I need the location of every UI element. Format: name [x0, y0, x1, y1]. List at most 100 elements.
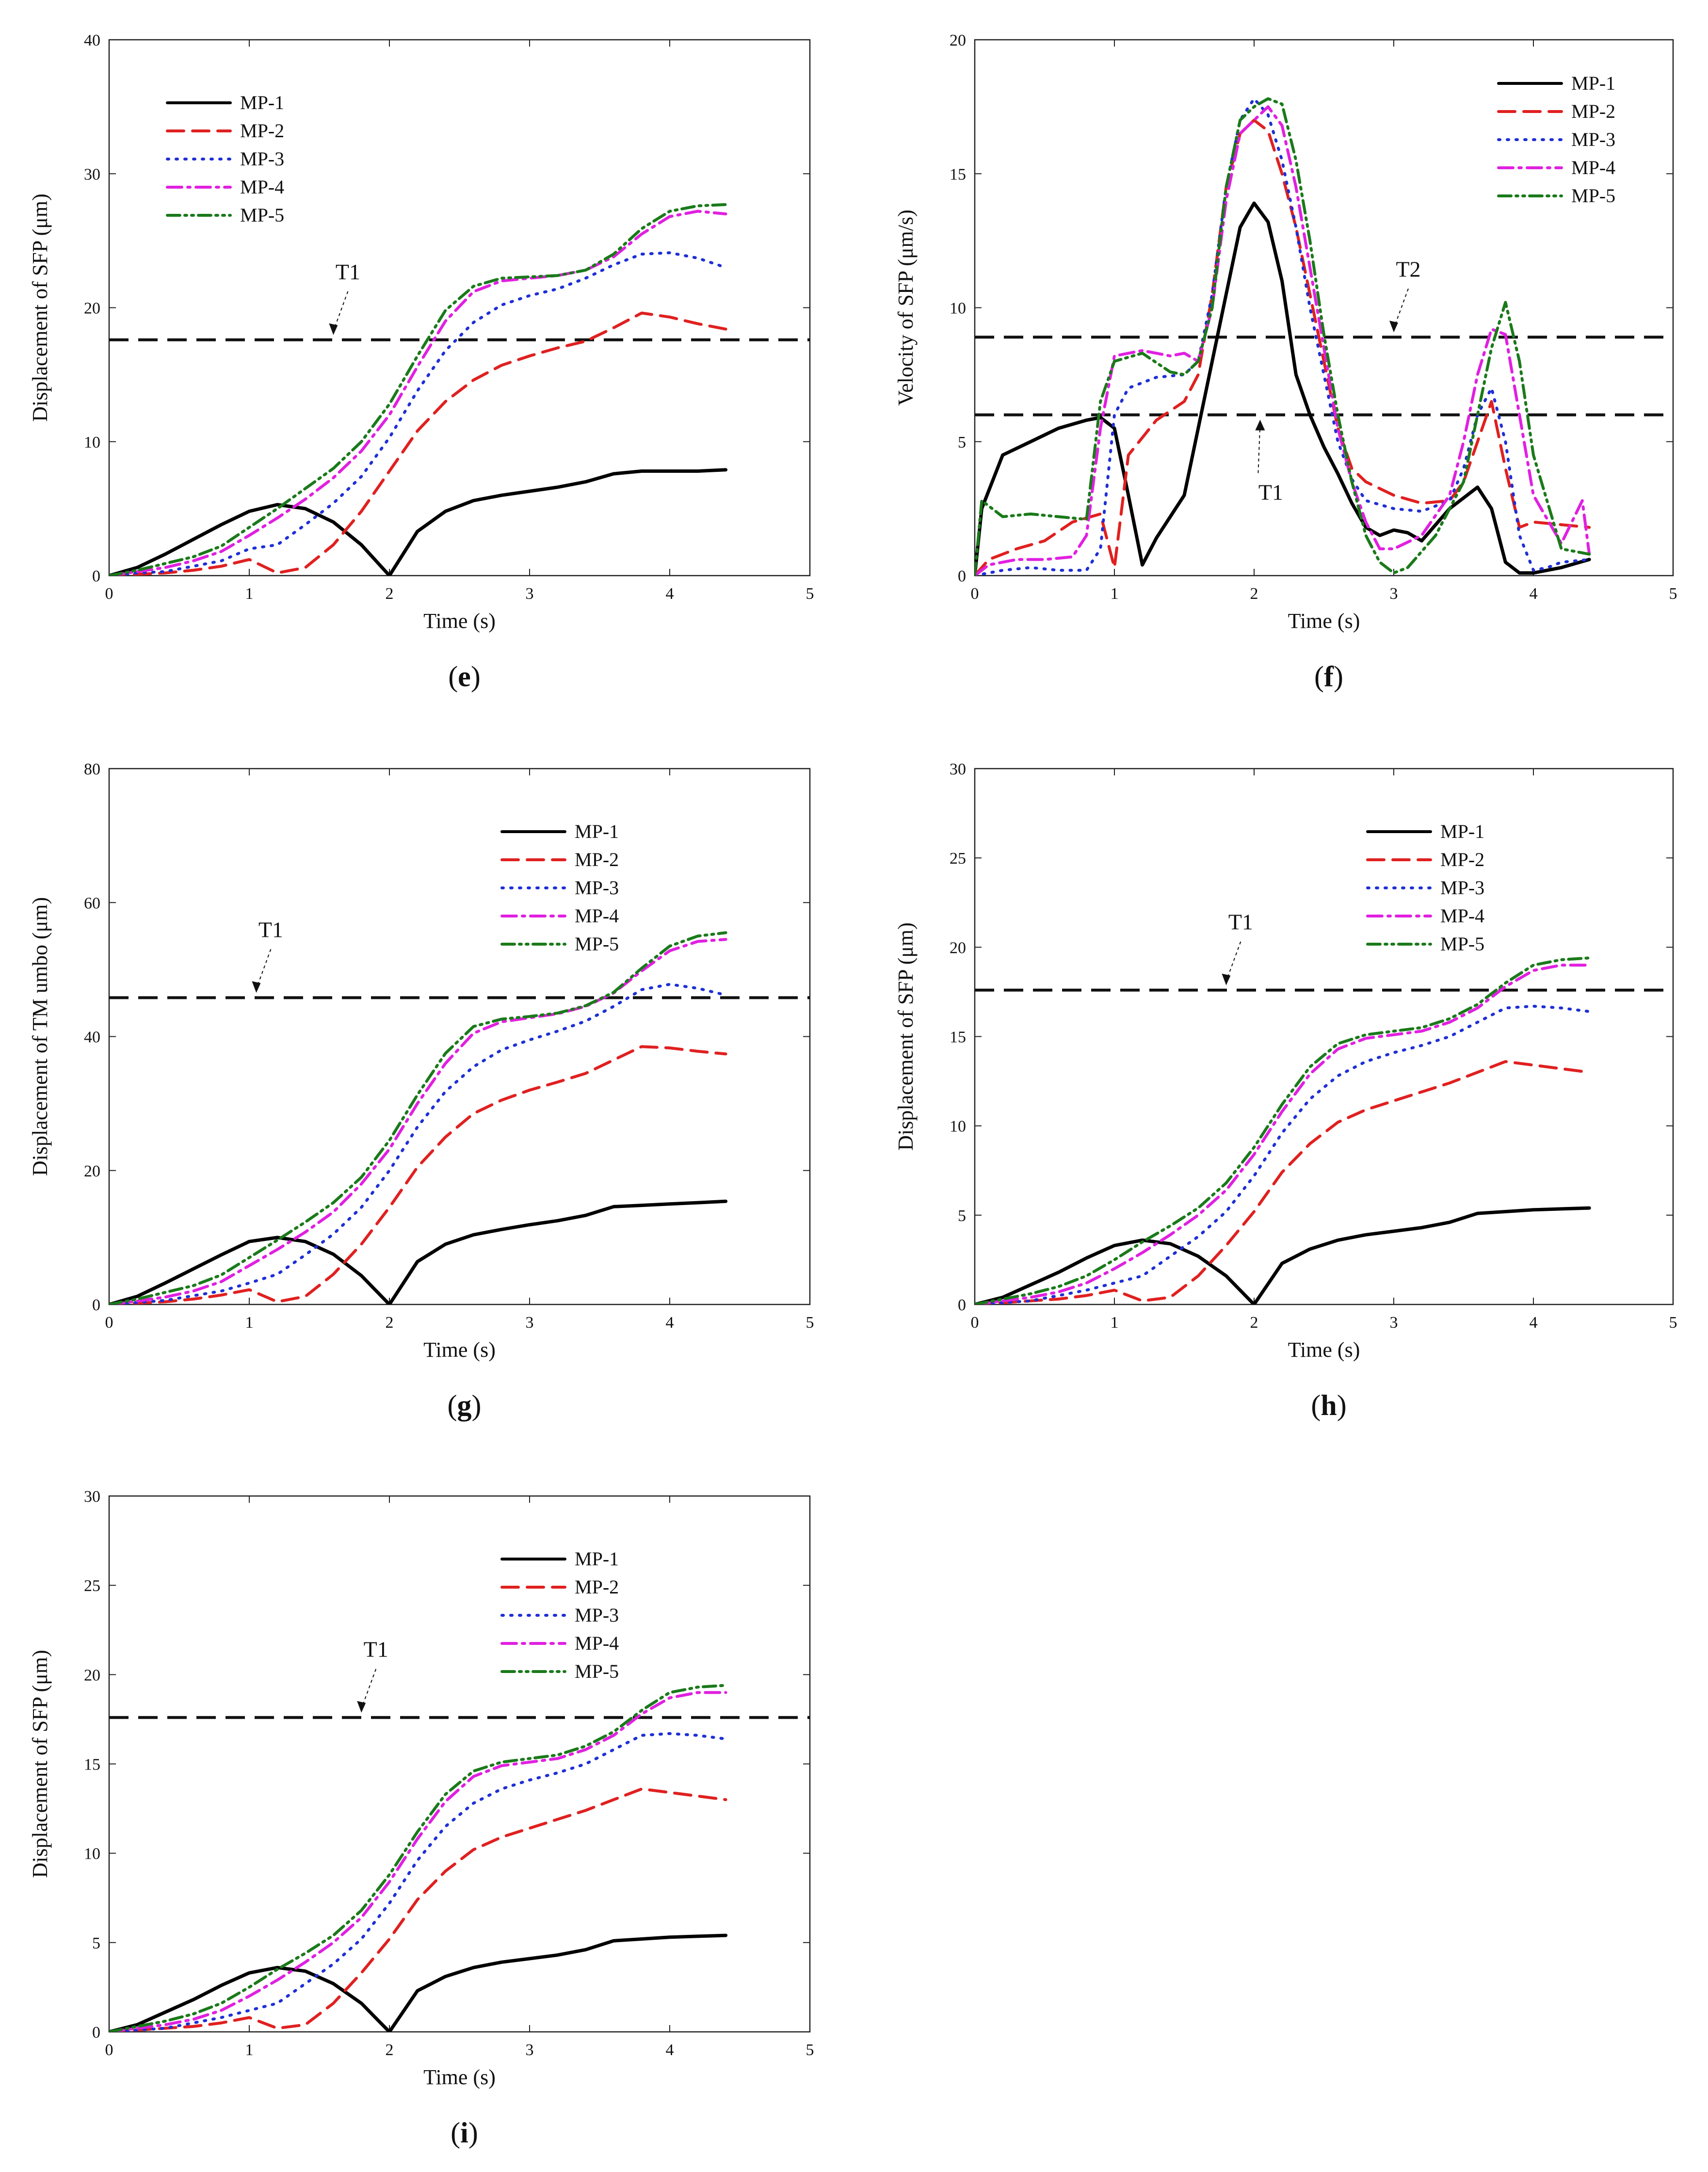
y-tick-label: 80 [84, 760, 100, 778]
legend-label: MP-2 [1571, 100, 1615, 122]
threshold-label: T1 [1258, 480, 1283, 505]
x-tick-label: 0 [105, 585, 113, 603]
legend-label: MP-4 [1440, 905, 1484, 927]
series-line-mp-4 [975, 105, 1591, 576]
x-tick-label: 5 [1669, 1314, 1677, 1332]
threshold-label: T1 [336, 259, 360, 284]
threshold-label: T2 [1396, 257, 1420, 281]
panel-caption: (h) [1311, 1389, 1346, 1421]
y-axis-label: Displacement of TM umbo (μm) [28, 897, 52, 1176]
x-tick-label: 1 [245, 585, 254, 603]
x-tick-label: 4 [666, 2041, 674, 2059]
x-tick-label: 5 [806, 585, 814, 603]
x-tick-label: 0 [971, 1314, 979, 1332]
legend-label: MP-3 [575, 1604, 619, 1626]
x-tick-label: 1 [245, 1314, 254, 1332]
y-tick-label: 30 [84, 1488, 100, 1506]
y-tick-label: 20 [84, 300, 100, 318]
legend-label: MP-1 [575, 1548, 619, 1570]
y-tick-label: 10 [84, 434, 100, 451]
legend-label: MP-3 [575, 877, 619, 899]
y-tick-label: 5 [958, 434, 966, 451]
chart-panel-i: 0 1 2 3 4 5 0 5 10 15 20 25 30 Time (s) Displacement o… [28, 1488, 814, 2149]
plot-frame [974, 39, 1674, 577]
legend-label: MP-3 [1571, 129, 1615, 150]
legend-label: MP-5 [240, 204, 284, 226]
legend-label: MP-5 [575, 1660, 619, 1682]
y-tick-label: 5 [958, 1207, 966, 1225]
panel-caption-letter: e [458, 660, 471, 692]
y-tick-label: 0 [92, 1296, 100, 1314]
plot-frame [974, 768, 1674, 1305]
x-tick-label: 2 [386, 2041, 394, 2059]
series-line-mp-2 [975, 1060, 1591, 1304]
threshold-arrowhead [252, 981, 261, 993]
threshold-arrow [1257, 423, 1261, 473]
legend-label: MP-3 [1440, 877, 1484, 899]
x-tick-label: 4 [666, 585, 674, 603]
x-axis-label: Time (s) [423, 609, 496, 633]
series-line-mp-3 [975, 1004, 1591, 1304]
series-line-mp-4 [109, 1691, 727, 2032]
threshold-arrowhead [1222, 973, 1231, 985]
legend-label: MP-2 [575, 849, 619, 870]
x-tick-label: 2 [386, 1314, 394, 1332]
series-line-mp-5 [109, 203, 727, 576]
y-tick-label: 20 [84, 1162, 100, 1180]
threshold-arrow [256, 949, 272, 989]
series-line-mp-4 [109, 209, 727, 576]
y-axis-label: Displacement of SFP (μm) [28, 193, 52, 421]
x-tick-label: 3 [1390, 585, 1398, 603]
y-tick-label: 40 [84, 32, 100, 49]
chart-panel-h: 0 1 2 3 4 5 0 5 10 15 20 25 30 Time (s) Displacement o… [894, 760, 1677, 1421]
series-line-mp-3 [109, 982, 727, 1304]
series-line-mp-3 [109, 251, 727, 576]
series-line-mp-1 [109, 468, 728, 576]
legend-label: MP-3 [240, 148, 284, 170]
x-tick-label: 1 [1111, 1314, 1119, 1332]
legend-label: MP-4 [240, 176, 284, 198]
panel-caption-letter: g [457, 1389, 472, 1421]
x-tick-label: 5 [806, 2041, 814, 2059]
threshold-arrow [1225, 941, 1241, 982]
threshold-arrowhead [357, 1701, 366, 1713]
y-tick-label: 20 [84, 1666, 100, 1684]
legend: MP-1 MP-2 MP-3 MP-4 MP-5 [500, 821, 619, 955]
x-tick-label: 3 [526, 1314, 534, 1332]
y-tick-label: 15 [950, 1029, 966, 1046]
x-tick-label: 5 [1669, 585, 1677, 603]
series-line-mp-2 [975, 118, 1591, 576]
y-tick-label: 20 [950, 32, 966, 49]
series-line-mp-3 [109, 1732, 727, 2032]
y-tick-label: 15 [84, 1756, 100, 1774]
series-line-mp-1 [109, 1933, 728, 2032]
x-tick-label: 2 [386, 585, 394, 603]
y-axis-label: Displacement of SFP (μm) [28, 1650, 52, 1878]
x-tick-label: 2 [1250, 1314, 1258, 1332]
y-tick-label: 10 [950, 1118, 966, 1136]
x-tick-label: 3 [526, 585, 534, 603]
series-line-mp-5 [975, 97, 1591, 576]
x-tick-label: 5 [806, 1314, 814, 1332]
y-tick-label: 0 [958, 1296, 966, 1314]
chart-panel-g: 0 1 2 3 4 5 0 20 40 60 80 Time (s) Displacement of T… [28, 760, 814, 1421]
legend-label: MP-4 [1571, 157, 1615, 178]
series-line-mp-1 [109, 1199, 728, 1304]
series-line-mp-5 [109, 931, 727, 1304]
legend-label: MP-1 [1440, 821, 1484, 842]
threshold-label: T1 [258, 917, 283, 942]
x-tick-label: 0 [105, 1314, 113, 1332]
series-line-mp-5 [109, 1684, 727, 2032]
y-tick-label: 5 [92, 1934, 100, 1952]
y-tick-label: 10 [84, 1845, 100, 1863]
panel-caption: (g) [448, 1389, 482, 1421]
series-line-mp-4 [975, 964, 1591, 1304]
legend-label: MP-4 [575, 905, 619, 927]
y-tick-label: 30 [84, 165, 100, 183]
y-tick-label: 15 [950, 165, 966, 183]
x-tick-label: 0 [971, 585, 979, 603]
legend-label: MP-5 [575, 933, 619, 955]
legend: MP-1 MP-2 MP-3 MP-4 MP-5 [1497, 72, 1615, 207]
series-line-mp-2 [109, 311, 727, 576]
legend-label: MP-4 [575, 1632, 619, 1654]
